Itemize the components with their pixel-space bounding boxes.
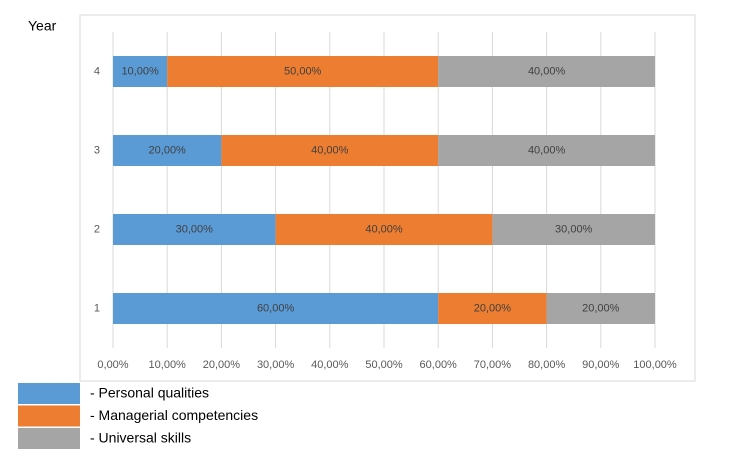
bar-segment (113, 135, 222, 166)
x-tick-label: 20,00% (203, 359, 241, 371)
y-axis-label: Year (28, 18, 57, 34)
value-label: 20,00% (149, 144, 187, 156)
bar-segment (492, 214, 655, 245)
legend-label: - Personal qualities (90, 385, 209, 401)
x-tick-label: 80,00% (528, 359, 566, 371)
value-label: 20,00% (582, 302, 620, 314)
y-tick-label: 4 (94, 65, 100, 77)
bar-segment (275, 214, 493, 245)
bar-segment (167, 56, 439, 87)
value-label: 30,00% (176, 223, 214, 235)
y-tick-label: 3 (94, 144, 100, 156)
value-label: 10,00% (121, 65, 159, 77)
bar-segment (546, 293, 655, 324)
legend-swatch (18, 405, 80, 427)
value-label: 40,00% (528, 65, 566, 77)
bar-segment (113, 214, 276, 245)
value-label: 20,00% (474, 302, 512, 314)
y-tick-label: 2 (94, 223, 100, 235)
bar-segment (438, 56, 655, 87)
x-tick-label: 90,00% (582, 359, 620, 371)
x-tick-label: 50,00% (365, 359, 403, 371)
x-tick-label: 10,00% (149, 359, 187, 371)
x-tick-label: 100,00% (633, 359, 677, 371)
value-label: 60,00% (257, 302, 295, 314)
bar-segment (113, 293, 439, 324)
legend-swatch (18, 383, 80, 404)
legend-label: - Managerial competencies (90, 407, 258, 423)
bar-segment (438, 135, 655, 166)
x-tick-label: 60,00% (420, 359, 458, 371)
legend-swatch (18, 428, 80, 449)
value-label: 40,00% (365, 223, 403, 235)
value-label: 40,00% (311, 144, 349, 156)
x-tick-label: 70,00% (474, 359, 512, 371)
x-tick-label: 30,00% (257, 359, 295, 371)
bar-segment (221, 135, 439, 166)
x-tick-label: 40,00% (311, 359, 349, 371)
bar-segment (113, 56, 168, 87)
value-label: 50,00% (284, 65, 322, 77)
legend-label: - Universal skills (90, 430, 191, 446)
x-tick-label: 0,00% (97, 359, 128, 371)
y-tick-label: 1 (94, 302, 100, 314)
bar-segment (438, 293, 547, 324)
value-label: 40,00% (528, 144, 566, 156)
value-label: 30,00% (555, 223, 593, 235)
